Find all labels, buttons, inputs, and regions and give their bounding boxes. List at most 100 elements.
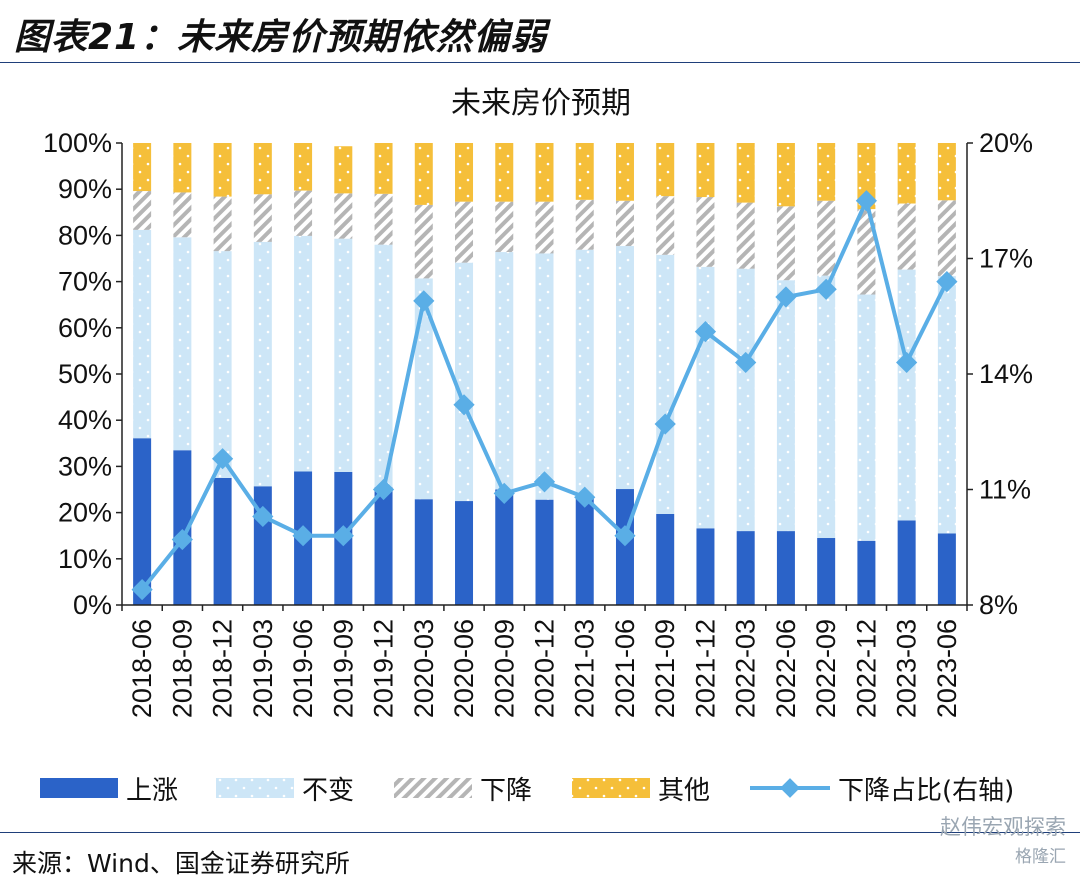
legend-label-unchanged: 不变 xyxy=(302,776,354,806)
watermark-line-2: 格隆汇 xyxy=(1015,847,1066,867)
bar-other xyxy=(455,143,474,202)
x-tick-label: 2021-06 xyxy=(610,619,640,718)
bar-fall xyxy=(213,196,232,252)
bar-unchanged xyxy=(495,252,514,490)
legend-label-fall: 下降 xyxy=(480,776,532,806)
legend-swatch-fall xyxy=(394,778,472,798)
bar-other xyxy=(374,143,393,194)
line-point xyxy=(131,578,153,601)
x-tick-label: 2020-03 xyxy=(409,619,439,718)
bar-rise xyxy=(575,497,594,605)
bar-rise xyxy=(696,528,715,605)
figure-title: 图表21：未来房价预期依然偏弱 xyxy=(14,17,548,58)
x-axis: 2018-06 2018-09 2018-12 2019-03 2019-06 2019-… xyxy=(121,604,968,718)
top-rule xyxy=(0,62,1080,63)
x-tick-label: 2019-09 xyxy=(328,619,358,718)
bar-unchanged xyxy=(615,246,634,490)
x-tick-label: 2022-09 xyxy=(811,619,841,718)
bar-rise xyxy=(857,540,876,605)
bar-other xyxy=(495,143,514,202)
bottom-rule xyxy=(0,832,1080,833)
bar-rise xyxy=(937,533,956,605)
bar-other xyxy=(656,143,675,197)
bar-rise xyxy=(535,499,554,605)
bar-other xyxy=(575,143,594,200)
y-left-tick-label: 70% xyxy=(58,267,112,297)
bar-other xyxy=(173,143,192,193)
source-note: 来源：Wind、国金证券研究所 xyxy=(12,849,350,878)
x-tick-label: 2021-12 xyxy=(690,619,720,718)
bar-unchanged xyxy=(535,253,554,500)
bar-fall xyxy=(817,200,836,276)
bar-rise xyxy=(817,538,836,605)
x-tick-label: 2020-06 xyxy=(449,619,479,718)
x-tick-label: 2022-03 xyxy=(731,619,761,718)
x-tick-label: 2019-06 xyxy=(288,619,318,718)
bar-unchanged xyxy=(213,251,232,478)
y-left-tick-label: 10% xyxy=(58,544,112,574)
bar-rise xyxy=(776,531,795,605)
bar-fall xyxy=(334,193,353,239)
bar-unchanged xyxy=(294,235,313,472)
bar-rise xyxy=(173,450,192,605)
bar-other xyxy=(817,143,836,201)
y-left-tick-label: 90% xyxy=(58,174,112,204)
bar-other xyxy=(253,143,272,195)
bar-unchanged xyxy=(455,262,474,502)
watermark: 赵伟宏观探索 格隆汇 xyxy=(940,812,1066,872)
y-right-tick-label: 20% xyxy=(979,128,1033,158)
line-point xyxy=(292,525,314,547)
x-tick-label: 2022-06 xyxy=(771,619,801,718)
x-tick-label: 2020-12 xyxy=(530,619,560,718)
y-right-tick-label: 14% xyxy=(979,359,1033,389)
y-left-tick-label: 0% xyxy=(73,590,112,620)
bar-rise xyxy=(414,499,433,605)
bar-series xyxy=(133,143,956,605)
line-point xyxy=(694,321,717,343)
bar-unchanged xyxy=(374,244,393,488)
x-tick-label: 2018-12 xyxy=(208,619,238,718)
line-point xyxy=(574,486,596,508)
bar-unchanged xyxy=(334,238,353,472)
bar-rise xyxy=(495,489,514,605)
bar-fall xyxy=(133,191,152,230)
line-point xyxy=(171,528,193,551)
bar-other xyxy=(334,146,353,194)
line-point xyxy=(936,270,958,293)
bar-rise xyxy=(897,520,916,605)
y-left-axis: 0% 10% 20% 30% 40% 50% 60% 70% 80% 90% 100% xyxy=(43,128,123,620)
bar-fall xyxy=(495,201,514,253)
bar-fall xyxy=(455,201,474,263)
bar-unchanged xyxy=(133,229,152,439)
line-point xyxy=(855,190,878,212)
bar-unchanged xyxy=(937,276,956,534)
y-left-tick-label: 40% xyxy=(58,405,112,435)
bar-rise xyxy=(736,531,755,605)
bar-other xyxy=(414,143,433,205)
y-left-tick-label: 100% xyxy=(43,128,112,158)
bar-unchanged xyxy=(575,249,594,498)
bar-fall xyxy=(857,209,876,295)
bar-fall xyxy=(776,206,795,281)
y-left-tick-label: 30% xyxy=(58,451,112,481)
bar-other xyxy=(213,143,232,197)
y-left-tick-label: 50% xyxy=(58,359,112,389)
legend-swatch-other xyxy=(572,778,650,798)
bar-other xyxy=(937,143,956,201)
x-tick-label: 2019-03 xyxy=(248,619,278,718)
bar-unchanged xyxy=(817,275,836,539)
bar-unchanged xyxy=(776,280,795,532)
bar-fall xyxy=(736,202,755,269)
bar-unchanged xyxy=(897,269,916,521)
line-point xyxy=(654,413,676,435)
line-point xyxy=(896,351,918,374)
bar-other xyxy=(897,143,916,204)
x-tick-label: 2023-03 xyxy=(892,619,922,718)
bar-fall xyxy=(253,194,272,242)
bar-unchanged xyxy=(656,254,675,514)
bar-fall xyxy=(615,200,634,247)
bar-other xyxy=(615,143,634,201)
bar-fall xyxy=(173,192,192,238)
line-point xyxy=(533,471,556,493)
bar-fall xyxy=(575,199,594,250)
